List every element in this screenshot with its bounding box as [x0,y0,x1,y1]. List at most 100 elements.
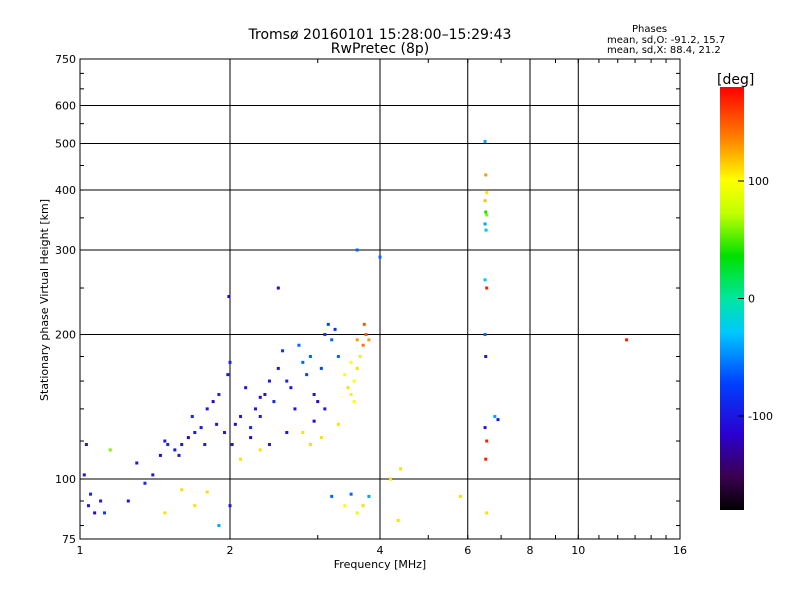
data-point [485,511,489,515]
data-point [293,407,297,411]
data-point [108,448,112,452]
data-point [239,457,243,461]
data-point [244,386,248,390]
x-axis-label: Frequency [MHz] [334,558,426,571]
data-point [249,436,253,440]
data-point [163,511,167,515]
data-point [103,511,107,515]
x-tick-label: 1 [77,544,84,557]
data-point [217,393,221,397]
data-point [343,373,347,377]
data-point [483,426,487,430]
data-point [82,473,86,477]
data-point [496,418,500,422]
data-point [228,504,232,508]
data-point [180,488,184,492]
data-point [233,422,237,426]
colorbar-label: [deg] [717,72,754,88]
data-point [483,139,487,143]
data-point [135,461,139,465]
data-point [378,255,382,259]
stats-heading: Phases [632,24,668,35]
data-point [336,354,340,358]
data-point [276,286,280,290]
data-point [485,191,489,195]
data-point [199,426,203,430]
data-point [93,511,97,515]
colorbar-tick-label: -100 [748,410,773,423]
data-point [253,407,257,411]
data-point [190,414,194,418]
data-point [358,354,362,358]
data-point [367,338,371,342]
data-point [326,322,330,326]
data-point [177,453,181,457]
data-point [333,327,337,331]
data-point [484,173,488,177]
data-point [205,490,209,494]
data-point [458,494,462,498]
data-point [316,400,320,404]
y-tick-label: 300 [55,244,76,257]
data-point [86,504,90,508]
data-point [205,407,209,411]
data-point [361,504,365,508]
data-point [493,414,497,418]
data-point [258,414,262,418]
data-point [355,248,359,252]
data-point [297,343,301,347]
data-point [217,524,221,528]
chart-title: Tromsø 20160101 15:28:00–15:29:43 [248,27,512,43]
data-point [355,366,359,370]
data-point [89,492,93,496]
data-point [285,431,289,435]
data-point [193,504,197,508]
data-point [485,286,489,290]
data-point [308,354,312,358]
data-point [305,373,309,377]
colorbar-ticks: 100 0 -100 [738,175,773,423]
x-tick-label: 4 [377,544,384,557]
data-point [239,414,243,418]
data-point [323,333,327,337]
chart-subtitle: RwPretec (8p) [330,41,430,57]
data-point [126,499,130,503]
data-point [301,431,305,435]
data-point [289,386,293,390]
y-tick-label: 200 [55,329,76,342]
data-point [267,443,271,447]
data-point [484,457,488,461]
data-point [99,499,103,503]
y-tick-label: 750 [55,53,76,66]
y-axis-label: Stationary phase Virtual Height [km] [38,199,51,401]
y-axis-ticks: 75 100 200 300 400 500 600 750 [55,53,680,546]
x-tick-label: 2 [227,544,234,557]
data-point [352,400,356,404]
data-point [399,467,403,471]
data-point [211,400,215,404]
data-point [349,360,353,364]
data-point [485,439,489,443]
data-point [483,222,487,226]
stats-line-x: mean, sd,X: 88.4, 21.2 [607,45,721,56]
data-point [330,338,334,342]
colorbar-tick-label: 100 [748,175,769,188]
grid-lines [80,59,680,539]
data-point [367,494,371,498]
data-point [355,338,359,342]
data-point [312,393,316,397]
colorbar-tick-label: 0 [748,293,755,306]
data-point [193,431,197,435]
data-point [346,386,350,390]
data-point [362,322,366,326]
data-point [258,448,262,452]
data-point [215,422,219,426]
data-point [166,443,170,447]
data-point [263,393,267,397]
stats-line-o: mean, sd,O: -91.2, 15.7 [607,35,726,46]
data-point [276,366,280,370]
data-point [285,379,289,383]
x-tick-label: 8 [527,544,534,557]
y-tick-label: 600 [55,100,76,113]
